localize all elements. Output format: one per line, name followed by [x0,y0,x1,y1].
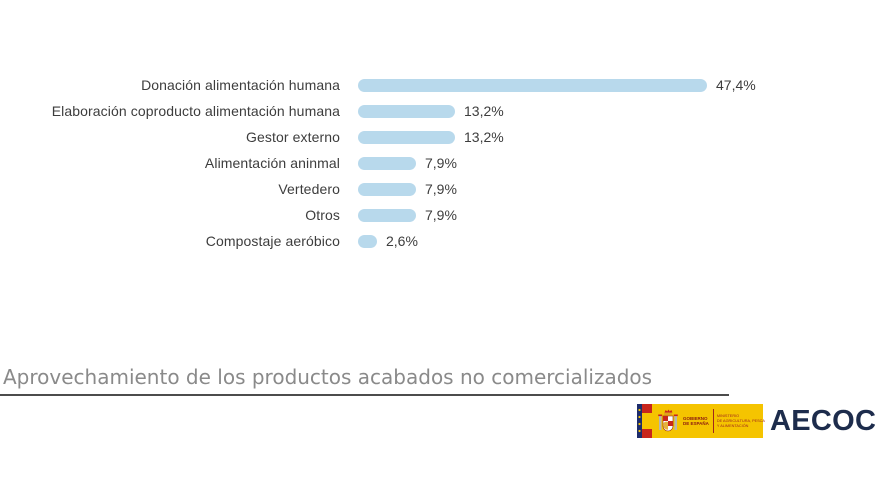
chart-title: Aprovechamiento de los productos acabado… [3,365,653,389]
bar [358,156,416,170]
category-label: Vertedero [278,181,340,197]
bar [358,234,377,248]
chart-row: Elaboración coproducto alimentación huma… [0,98,875,124]
bar [358,208,416,222]
chart-row: Otros 7,9% [0,202,875,228]
category-label: Elaboración coproducto alimentación huma… [51,103,340,119]
value-label: 7,9% [425,207,457,223]
bar-chart: Donación alimentación humana 47,4% Elabo… [0,72,875,254]
value-label: 7,9% [425,181,457,197]
aecoc-logo: AECOC [770,405,875,437]
chart-row: Compostaje aeróbico 2,6% [0,228,875,254]
title-underline [0,394,729,396]
bar [358,182,416,196]
chart-row: Donación alimentación humana 47,4% [0,72,875,98]
gov-logo-plate: GOBIERNO DE ESPAÑA MINISTERIO DE AGRICUL… [652,404,765,438]
bar [358,78,707,92]
gobierno-de-espana-logo: GOBIERNO DE ESPAÑA MINISTERIO DE AGRICUL… [637,404,765,438]
coat-of-arms-icon [658,409,678,431]
category-label: Alimentación aninmal [204,155,340,171]
category-label: Otros [305,207,340,223]
ministry-label: MINISTERIO DE AGRICULTURA, PESCA Y ALIME… [716,413,765,428]
category-label: Gestor externo [246,129,340,145]
chart-row: Alimentación aninmal 7,9% [0,150,875,176]
value-label: 13,2% [464,129,504,145]
spain-eu-flag-icon [637,404,652,438]
category-label: Donación alimentación humana [141,77,340,93]
chart-row: Vertedero 7,9% [0,176,875,202]
chart-row: Gestor externo 13,2% [0,124,875,150]
gobierno-label: GOBIERNO DE ESPAÑA [683,415,709,427]
gov-logo-divider [712,409,714,433]
value-label: 47,4% [716,77,756,93]
category-label: Compostaje aeróbico [205,233,340,249]
bar [358,130,455,144]
value-label: 2,6% [386,233,418,249]
bar [358,104,455,118]
value-label: 13,2% [464,103,504,119]
value-label: 7,9% [425,155,457,171]
